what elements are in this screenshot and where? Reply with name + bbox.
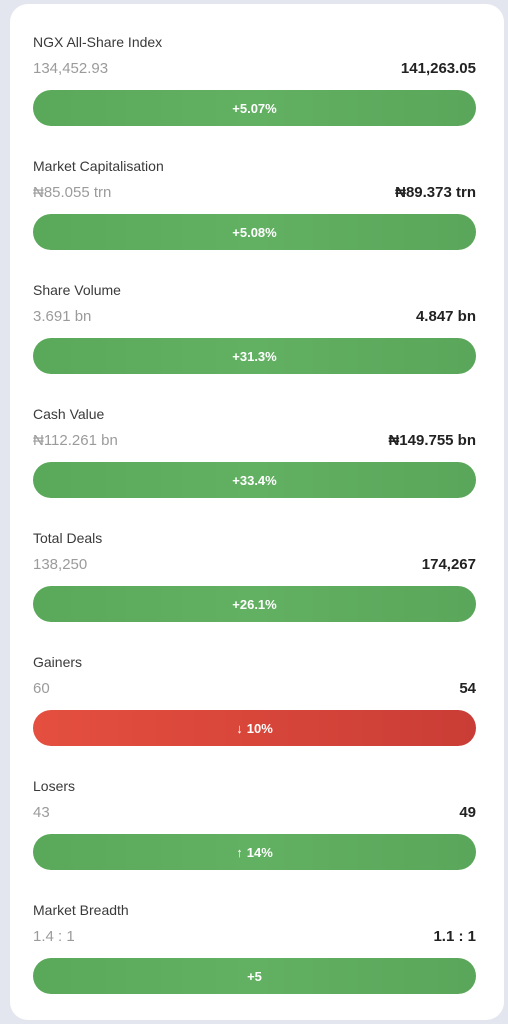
current-value: 54 <box>459 679 476 697</box>
change-label: +31.3% <box>232 348 277 364</box>
metric-market-capitalisation: Market Capitalisation ₦85.055 trn ₦89.37… <box>33 156 476 250</box>
metric-market-breadth: Market Breadth 1.4 : 1 1.1 : 1 +5 <box>33 900 476 994</box>
metric-ngx-all-share-index: NGX All-Share Index 134,452.93 141,263.0… <box>33 32 476 126</box>
current-value: 49 <box>459 803 476 821</box>
metric-title: Gainers <box>33 654 83 670</box>
change-bar: +33.4% <box>33 462 476 498</box>
change-bar: +5.08% <box>33 214 476 250</box>
metric-values-row: ₦112.261 bn ₦149.755 bn <box>33 428 476 452</box>
metric-title: Cash Value <box>33 406 105 422</box>
metric-gainers: Gainers 60 54 ↓ 10% <box>33 652 476 746</box>
change-bar: +26.1% <box>33 586 476 622</box>
previous-value: 1.4 : 1 <box>33 927 75 945</box>
metric-title: Market Capitalisation <box>33 158 164 174</box>
change-bar: +5 <box>33 958 476 994</box>
change-label: 10% <box>246 720 273 736</box>
metric-values-row: 43 49 <box>33 800 476 824</box>
change-bar: +31.3% <box>33 338 476 374</box>
change-label: +5.08% <box>232 224 277 240</box>
previous-value: 3.691 bn <box>33 307 92 325</box>
previous-value: 134,452.93 <box>33 59 109 77</box>
current-value: ₦149.755 bn <box>388 431 476 449</box>
metric-values-row: ₦85.055 trn ₦89.373 trn <box>33 180 476 204</box>
metric-total-deals: Total Deals 138,250 174,267 +26.1% <box>33 528 476 622</box>
change-label: 14% <box>246 844 273 860</box>
current-value: 174,267 <box>421 555 476 573</box>
change-bar: +5.07% <box>33 90 476 126</box>
metric-values-row: 138,250 174,267 <box>33 552 476 576</box>
previous-value: ₦112.261 bn <box>33 431 118 449</box>
change-bar: ↓ 10% <box>33 710 476 746</box>
change-label: +5.07% <box>232 100 277 116</box>
metric-title: Share Volume <box>33 282 121 298</box>
arrow-down-icon: ↓ <box>236 720 243 736</box>
metric-losers: Losers 43 49 ↑ 14% <box>33 776 476 870</box>
current-value: 4.847 bn <box>415 307 476 325</box>
metric-share-volume: Share Volume 3.691 bn 4.847 bn +31.3% <box>33 280 476 374</box>
previous-value: 60 <box>33 679 50 697</box>
metric-title: Total Deals <box>33 530 103 546</box>
previous-value: ₦85.055 trn <box>33 183 112 201</box>
current-value: 1.1 : 1 <box>433 927 476 945</box>
metric-cash-value: Cash Value ₦112.261 bn ₦149.755 bn +33.4… <box>33 404 476 498</box>
arrow-up-icon: ↑ <box>236 844 243 860</box>
change-bar: ↑ 14% <box>33 834 476 870</box>
change-label: +26.1% <box>232 596 277 612</box>
previous-value: 43 <box>33 803 50 821</box>
current-value: ₦89.373 trn <box>395 183 476 201</box>
change-label: +33.4% <box>232 472 277 488</box>
market-summary-card: NGX All-Share Index 134,452.93 141,263.0… <box>10 4 504 1020</box>
metric-title: Market Breadth <box>33 902 129 918</box>
change-label: +5 <box>247 968 262 984</box>
metric-values-row: 1.4 : 1 1.1 : 1 <box>33 924 476 948</box>
previous-value: 138,250 <box>33 555 88 573</box>
current-value: 141,263.05 <box>400 59 476 77</box>
metric-values-row: 60 54 <box>33 676 476 700</box>
metric-values-row: 134,452.93 141,263.05 <box>33 56 476 80</box>
metric-title: Losers <box>33 778 76 794</box>
metric-title: NGX All-Share Index <box>33 34 163 50</box>
metric-values-row: 3.691 bn 4.847 bn <box>33 304 476 328</box>
